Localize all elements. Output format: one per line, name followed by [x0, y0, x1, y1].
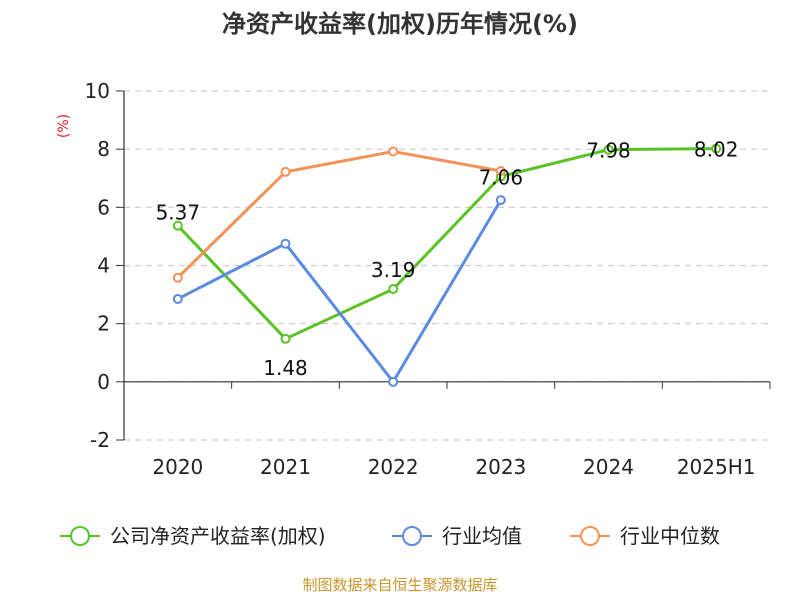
y-tick-label: 6: [97, 195, 110, 219]
x-tick-label: 2020: [152, 455, 203, 479]
x-tick-label: 2021: [260, 455, 311, 479]
series-point-1: [495, 195, 506, 206]
series-point-2: [495, 165, 506, 176]
y-axis-unit-label: (%): [56, 114, 72, 138]
series-point-2: [172, 272, 183, 283]
series-point-0: [280, 333, 291, 344]
source-note: 制图数据来自恒生聚源数据库: [302, 576, 497, 594]
series-point-0: [388, 284, 399, 295]
data-label: 7.06: [479, 166, 524, 190]
series-point-1: [280, 238, 291, 249]
legend: 公司净资产收益率(加权) 行业均值 行业中位数: [60, 524, 720, 548]
y-tick-label: 10: [85, 79, 110, 103]
data-label: 7.98: [586, 139, 631, 163]
x-tick-label: 2024: [583, 455, 634, 479]
data-label: 3.19: [371, 258, 416, 282]
data-label: 8.02: [694, 138, 739, 162]
data-label: 5.37: [156, 201, 201, 225]
x-tick-label: 2023: [475, 455, 526, 479]
legend-swatch-marker-1: [402, 526, 422, 546]
series-line-0: [176, 147, 717, 341]
data-label-layer: 5.37 1.48 3.19 7.06 7.98 8.02: [156, 138, 739, 380]
x-tick-label: 2022: [368, 455, 419, 479]
series-point-1: [172, 293, 183, 304]
series-point-0: [172, 220, 183, 231]
legend-swatch-marker-0: [70, 526, 90, 546]
series-point-0: [711, 143, 722, 154]
series-line-1: [177, 199, 503, 384]
legend-label-1: 行业均值: [442, 524, 522, 548]
chart-title: 净资产收益率(加权)历年情况(%): [222, 10, 578, 38]
legend-label-0: 公司净资产收益率(加权): [110, 524, 326, 548]
y-tick-label: 4: [97, 254, 110, 278]
series-point-2: [280, 166, 291, 177]
y-tick-label: 8: [97, 137, 110, 161]
series-point-1: [388, 376, 399, 387]
y-tick-label: 2: [97, 312, 110, 336]
series-line-2: [176, 150, 502, 279]
legend-label-2: 行业中位数: [620, 524, 720, 548]
series-point-2: [388, 146, 399, 157]
series-point-0: [603, 144, 614, 155]
x-tick-label: 2025H1: [677, 455, 756, 479]
series-layer: [172, 143, 722, 387]
legend-swatch-marker-2: [580, 526, 600, 546]
data-label: 1.48: [263, 356, 308, 380]
y-tick-label: -2: [90, 428, 110, 452]
axis-layer: 10 8 6 4 2 0 -2 2020 2021 2022 2023 2024 2025H1: [85, 79, 771, 479]
y-tick-label: 0: [97, 370, 110, 394]
